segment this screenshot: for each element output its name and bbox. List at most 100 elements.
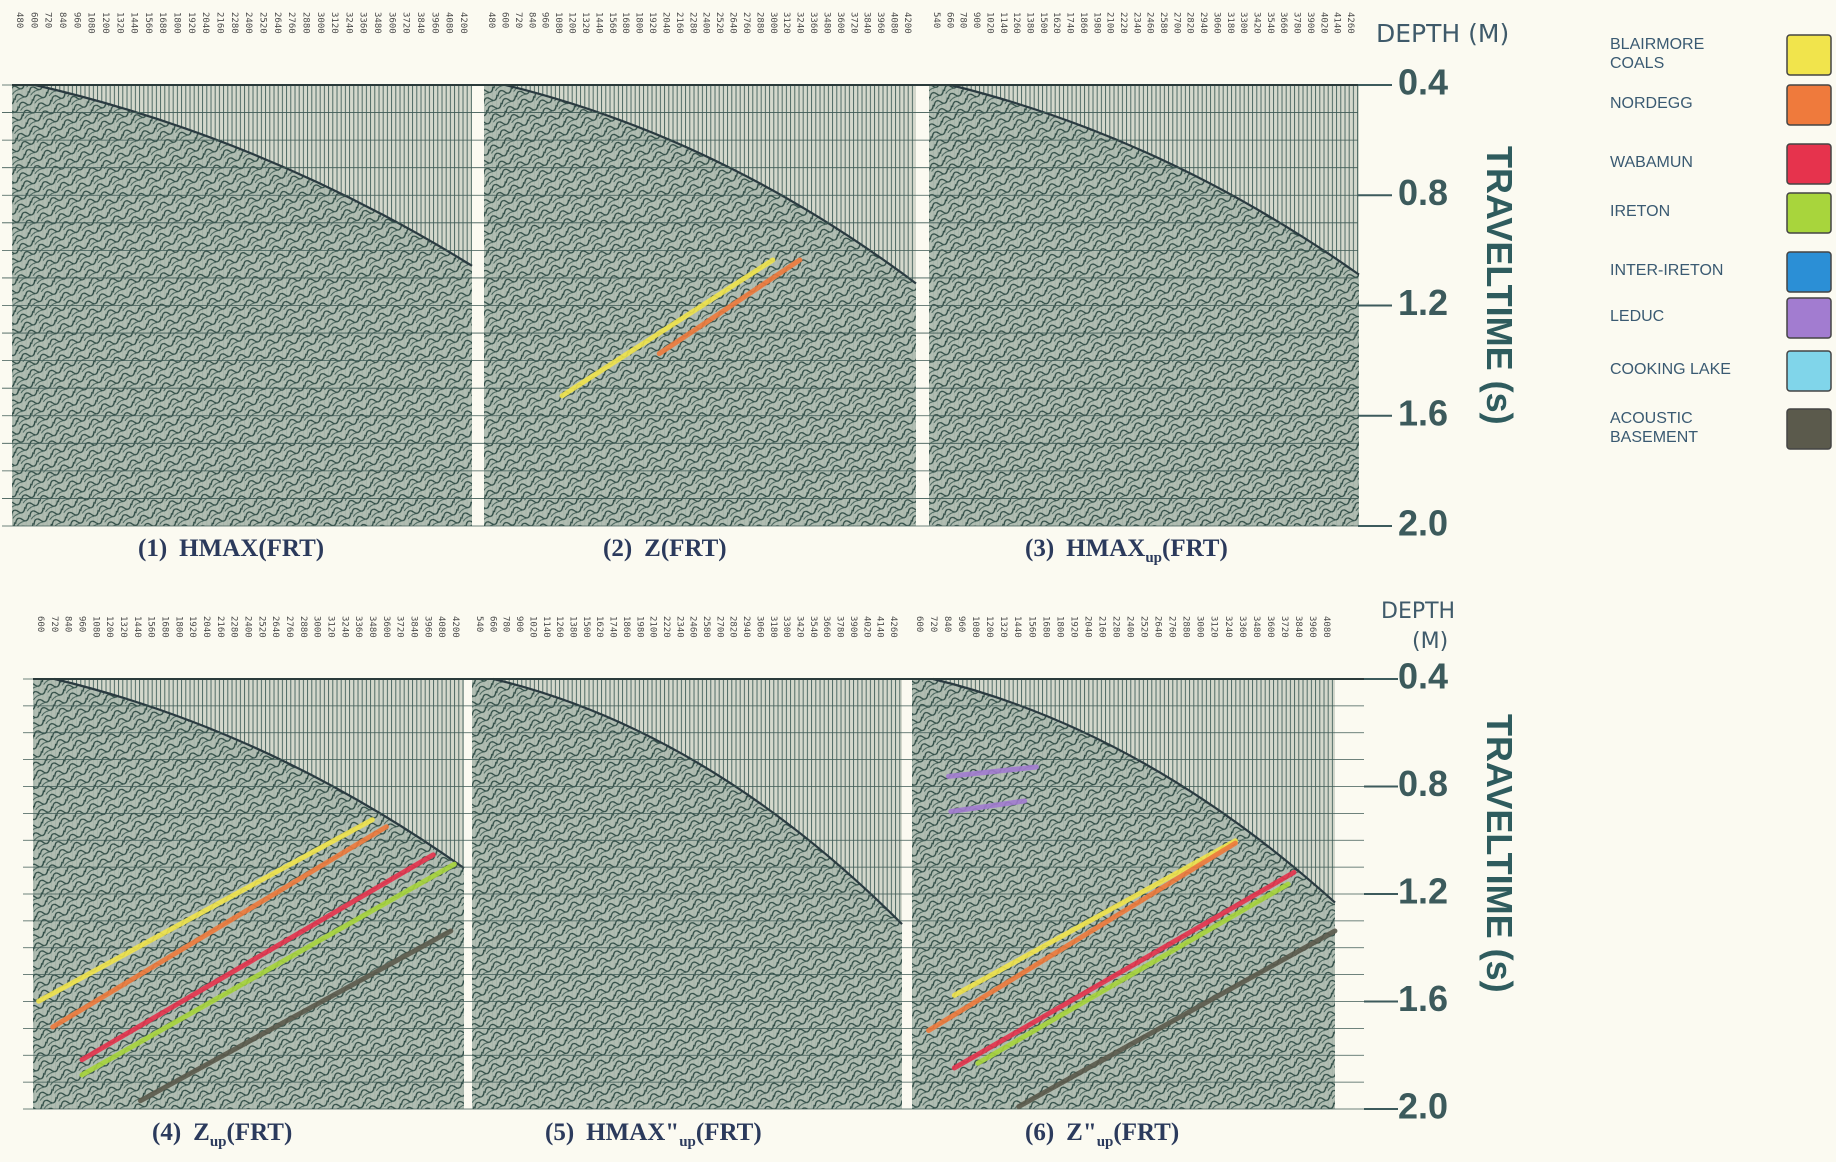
legend-swatch — [1786, 297, 1832, 339]
depth-label: 2760 — [741, 12, 751, 34]
depth-label: 3960 — [429, 12, 439, 34]
depth-label: 1920 — [187, 616, 197, 638]
depth-label: 1500 — [581, 616, 591, 638]
depth-label: 2400 — [701, 12, 711, 34]
depth-label: 2940 — [1198, 12, 1208, 34]
depth-label: 780 — [958, 12, 968, 28]
depth-label: 4020 — [861, 616, 871, 638]
depth-label: 1800 — [1054, 616, 1064, 638]
depth-label: 4140 — [875, 616, 885, 638]
depth-label: 3000 — [315, 12, 325, 34]
depth-label: 4020 — [1318, 12, 1328, 34]
depth-label: 2580 — [1158, 12, 1168, 34]
depth-label: 1320 — [998, 616, 1008, 638]
depth-label: 2160 — [674, 12, 684, 34]
caption-part: HMAX" — [586, 1119, 679, 1146]
depth-label: 1680 — [620, 12, 630, 34]
depth-label: 540 — [931, 12, 941, 28]
depth-label: 1440 — [593, 12, 603, 34]
caption-part: up — [210, 1134, 227, 1150]
time-tick-label: 0.8 — [1398, 763, 1448, 804]
depth-label: 2100 — [1105, 12, 1115, 34]
depth-label: 4200 — [458, 12, 468, 34]
legend-swatch — [1786, 251, 1832, 293]
legend-entry: WABAMUN — [1610, 143, 1832, 185]
legend-swatch — [1786, 143, 1832, 185]
depth-label: 2400 — [243, 616, 253, 638]
depth-label: 3480 — [821, 12, 831, 34]
depth-label: 480 — [486, 12, 496, 28]
first-break — [34, 83, 473, 267]
caption-part: up — [679, 1134, 696, 1150]
horizon-pick — [656, 257, 803, 357]
depth-label: 4080 — [436, 616, 446, 638]
depth-label: 2400 — [243, 12, 253, 34]
depth-label: 3600 — [1265, 616, 1275, 638]
depth-label: 3720 — [1279, 616, 1289, 638]
depth-label: 1320 — [114, 12, 124, 34]
horizon-pick — [951, 869, 1297, 1071]
depth-label: 3180 — [768, 616, 778, 638]
depth-label: 3120 — [329, 12, 339, 34]
depth-label: 3840 — [862, 12, 872, 34]
depth-label: 2040 — [201, 616, 211, 638]
depth-label: 600 — [499, 12, 509, 28]
depth-label: 1320 — [580, 12, 590, 34]
legend-label: COALS — [1610, 55, 1664, 72]
legend-swatch — [1786, 408, 1832, 450]
depth-label: 600 — [28, 12, 38, 28]
legend-entry: INTER-IRETON — [1610, 251, 1832, 293]
depth-label: 1500 — [1038, 12, 1048, 34]
depth-label: 3060 — [754, 616, 764, 638]
depth-label: 660 — [487, 616, 497, 632]
axis-title: TRAVELTIME (s) — [1479, 714, 1520, 993]
depth-label: 3960 — [1307, 616, 1317, 638]
depth-label: 3600 — [386, 12, 396, 34]
depth-label: 960 — [956, 616, 966, 632]
depth-label: 2700 — [1171, 12, 1181, 34]
depth-label: 3480 — [367, 616, 377, 638]
depth-header: (M) — [1412, 629, 1448, 654]
legend-swatch — [1786, 84, 1832, 126]
depth-label: 1080 — [553, 12, 563, 34]
caption-part: up — [1145, 550, 1162, 566]
depth-label: 1560 — [1026, 616, 1036, 638]
panel-caption: (5) HMAX"up(FRT) — [545, 1119, 762, 1150]
depth-label: 2880 — [300, 12, 310, 34]
depth-label: 3900 — [1305, 12, 1315, 34]
depth-label: 2820 — [728, 616, 738, 638]
depth-label: 1980 — [1091, 12, 1101, 34]
panel-caption: (6) Z"up(FRT) — [1025, 1119, 1179, 1150]
legend-entry: NORDEGG — [1610, 84, 1832, 126]
caption-part: Z — [644, 535, 661, 562]
horizon-pick — [951, 838, 1238, 998]
depth-label: 1440 — [129, 12, 139, 34]
depth-label: 3300 — [781, 616, 791, 638]
depth-label: 600 — [914, 616, 924, 632]
depth-label: 2340 — [674, 616, 684, 638]
depth-label: 2520 — [256, 616, 266, 638]
time-tick-label: 0.4 — [1398, 62, 1448, 103]
depth-label: 4140 — [1332, 12, 1342, 34]
time-tick-label: 0.8 — [1398, 172, 1448, 213]
first-break — [505, 83, 917, 285]
depth-label: 3360 — [353, 616, 363, 638]
depth-label: 2640 — [270, 616, 280, 638]
horizon-pick — [946, 764, 1039, 779]
depth-label: 3840 — [409, 616, 419, 638]
caption-part: (FRT) — [227, 1119, 293, 1146]
caption-part: (FRT) — [1162, 535, 1228, 562]
depth-label: 2700 — [714, 616, 724, 638]
depth-label: 3720 — [848, 12, 858, 34]
depth-label: 1140 — [541, 616, 551, 638]
first-break — [54, 677, 465, 870]
legend-entry: COOKING LAKE — [1610, 350, 1832, 392]
depth-label: 3960 — [422, 616, 432, 638]
depth-label: 2820 — [1185, 12, 1195, 34]
depth-label: 2760 — [1167, 616, 1177, 638]
legend-label: INTER-IRETON — [1610, 262, 1723, 279]
depth-label: 1860 — [1078, 12, 1088, 34]
depth-label: 2520 — [714, 12, 724, 34]
first-break — [950, 83, 1360, 276]
depth-label: 3000 — [1195, 616, 1205, 638]
